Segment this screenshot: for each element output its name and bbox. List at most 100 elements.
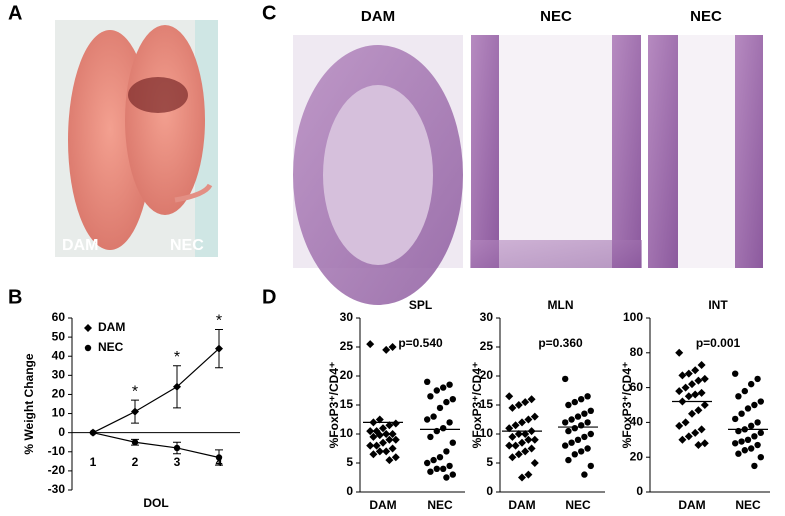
marker [574,413,582,420]
annotation: * [174,349,180,366]
marker [440,465,447,472]
image-title: DAM [361,8,395,25]
marker [521,430,530,438]
marker [697,360,706,369]
marker [511,441,520,450]
annotation: p=0.360 [538,336,583,350]
marker [518,438,526,447]
marker [735,450,742,457]
marker [684,432,693,441]
marker [446,381,453,388]
marker [738,410,745,417]
marker [675,348,684,357]
marker [732,415,739,423]
marker [565,456,572,464]
marker [440,425,447,432]
y-tick-label: 40 [630,415,644,429]
y-tick-label: 20 [630,449,644,463]
marker [388,430,397,438]
marker [391,453,400,462]
y-tick-label: 10 [340,426,354,440]
y-tick-label: 60 [630,380,644,394]
marker [571,425,578,432]
y-axis-title: %FoxP3⁺/CD4⁺ [327,362,341,449]
marker [508,403,517,412]
marker [382,430,391,438]
y-tick-label: 10 [480,426,494,440]
y-tick-label: -30 [48,482,66,496]
marker [518,418,526,427]
marker [366,340,375,349]
marker [565,401,572,409]
y-tick-label: 25 [340,339,354,353]
marker [738,438,745,445]
image-title: NEC [690,8,722,25]
marker [424,416,431,423]
panel-label: B [8,286,22,308]
histology-image [293,35,463,305]
marker [379,438,387,447]
marker [443,474,450,481]
marker [587,407,594,414]
marker [574,436,582,443]
marker [385,435,394,444]
photo [55,20,218,257]
marker [372,441,381,450]
y-tick-label: 15 [480,397,494,411]
marker [754,419,761,426]
marker [530,459,539,467]
marker [131,439,139,446]
marker [754,441,761,449]
y-tick-label: 10 [52,406,66,420]
marker [562,375,569,383]
annotation: p=0.001 [696,336,741,350]
x-tick-label: 1 [90,455,97,469]
y-tick-label: 25 [480,339,494,353]
marker [584,419,591,426]
marker [446,462,453,470]
photo-label: NEC [170,237,204,254]
marker [511,421,520,430]
marker [521,398,530,407]
marker [584,393,591,400]
marker [443,448,450,455]
marker [754,375,761,383]
marker [427,433,434,441]
y-tick-label: 50 [52,329,66,343]
marker [530,412,539,421]
marker [751,401,758,409]
marker [375,415,384,424]
y-axis-title: %FoxP3⁺/CD4⁺ [620,362,634,449]
marker [524,470,533,479]
x-tick-label: DAM [369,498,396,512]
marker [514,450,523,459]
marker [691,428,700,437]
marker [751,462,758,470]
y-tick-label: 0 [346,484,353,498]
marker [578,448,585,455]
panel-label: A [8,2,22,24]
annotation: * [132,383,138,400]
marker [581,471,588,478]
marker [89,429,97,436]
marker [427,393,434,400]
marker [391,435,400,444]
legend-label: DAM [98,320,125,334]
marker [527,395,536,404]
panel-label: D [262,286,276,308]
marker [748,445,755,452]
marker [449,396,456,403]
marker [449,439,456,446]
marker [741,387,748,395]
marker [508,453,517,462]
marker [527,444,536,453]
marker [694,376,703,385]
y-tick-label: 30 [52,368,66,382]
marker [215,454,223,461]
marker [732,370,739,377]
marker [744,436,752,443]
marker [584,445,591,452]
x-tick-label: DAM [678,498,705,512]
y-tick-label: 0 [58,425,65,439]
marker [675,421,684,430]
